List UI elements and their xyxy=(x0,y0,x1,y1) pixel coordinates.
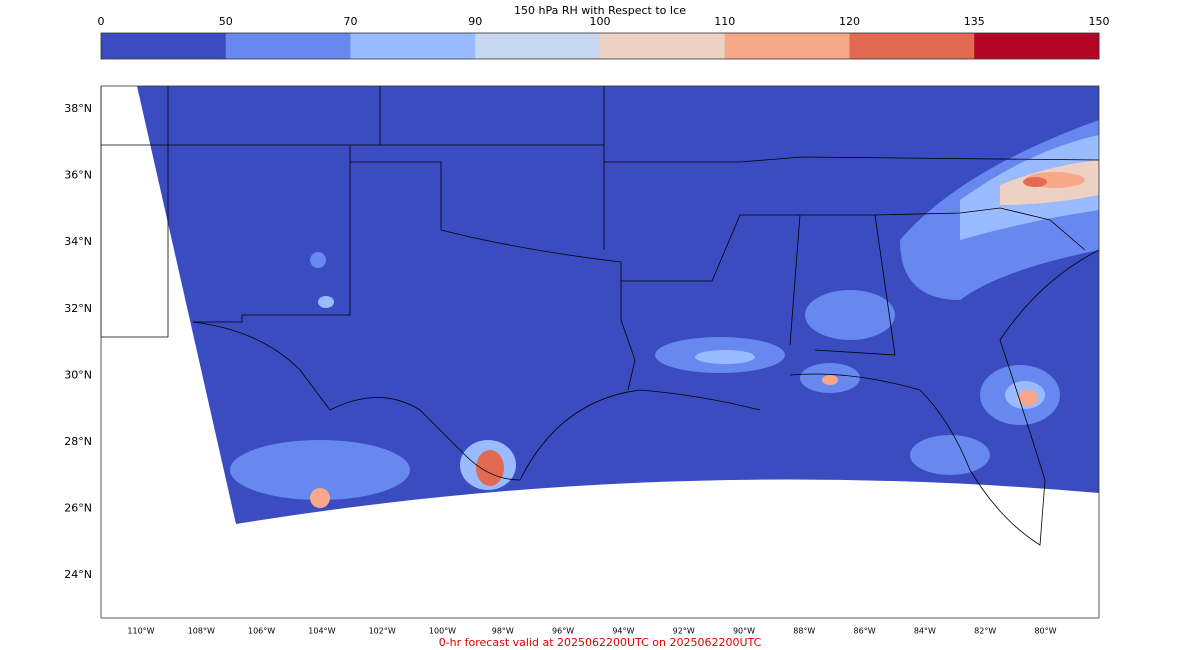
colorbar-tick-label: 90 xyxy=(468,15,482,28)
borders xyxy=(100,86,1100,546)
lat-label: 30°N xyxy=(64,368,92,381)
lon-label: 108°W xyxy=(188,627,215,636)
colorbar-segment xyxy=(350,33,476,59)
lat-label: 34°N xyxy=(64,235,92,248)
lon-label: 86°W xyxy=(854,627,876,636)
colorbar-tick-label: 70 xyxy=(344,15,358,28)
data-domain xyxy=(137,86,1099,524)
lat-label: 24°N xyxy=(64,568,92,581)
lon-label: 110°W xyxy=(127,627,154,636)
lon-label: 88°W xyxy=(793,627,815,636)
colorbar-segment xyxy=(475,33,601,59)
lon-label: 106°W xyxy=(248,627,275,636)
lon-label: 90°W xyxy=(733,627,755,636)
colorbar-tick-label: 50 xyxy=(219,15,233,28)
lon-label: 98°W xyxy=(492,627,514,636)
colorbar-segment xyxy=(600,33,726,59)
lon-label: 80°W xyxy=(1034,627,1056,636)
colorbar-segment xyxy=(101,33,227,59)
lon-label: 100°W xyxy=(429,627,456,636)
colorbar-tick-label: 135 xyxy=(964,15,985,28)
lon-label: 84°W xyxy=(914,627,936,636)
lon-label: 96°W xyxy=(552,627,574,636)
lat-label: 26°N xyxy=(64,502,92,515)
colorbar-tick-label: 110 xyxy=(714,15,735,28)
colorbar-segment xyxy=(225,33,351,59)
lon-label: 104°W xyxy=(308,627,335,636)
lat-label: 32°N xyxy=(64,302,92,315)
colorbar-tick-label: 100 xyxy=(590,15,611,28)
lon-axis: 110°W 108°W 106°W 104°W 102°W 100°W 98°W 96°W 94… xyxy=(127,627,1056,636)
colorbar-tick-label: 120 xyxy=(839,15,860,28)
colorbar-tick-label: 150 xyxy=(1089,15,1110,28)
rh-field xyxy=(230,120,1099,508)
colorbar-segment xyxy=(724,33,850,59)
colorbar-segment xyxy=(974,33,1100,59)
lat-label: 28°N xyxy=(64,435,92,448)
colorbar: 0 50 70 90 100 110 120 135 150 xyxy=(98,15,1110,59)
map xyxy=(100,85,1100,619)
map-frame xyxy=(100,85,1100,619)
colorbar-frame xyxy=(100,32,1100,60)
lat-label: 38°N xyxy=(64,102,92,115)
lon-label: 102°W xyxy=(369,627,396,636)
footer: 0-hr forecast valid at 2025062200UTC on … xyxy=(439,636,762,649)
colorbar-title: 150 hPa RH with Respect to Ice xyxy=(514,4,686,17)
lat-label: 36°N xyxy=(64,169,92,182)
lat-axis: 38°N 36°N 34°N 32°N 30°N 28°N 26°N 24°N xyxy=(64,102,92,581)
colorbar-segment xyxy=(849,33,975,59)
colorbar-tick-label: 0 xyxy=(98,15,105,28)
lon-label: 92°W xyxy=(673,627,695,636)
lon-label: 82°W xyxy=(974,627,996,636)
lon-label: 94°W xyxy=(612,627,634,636)
